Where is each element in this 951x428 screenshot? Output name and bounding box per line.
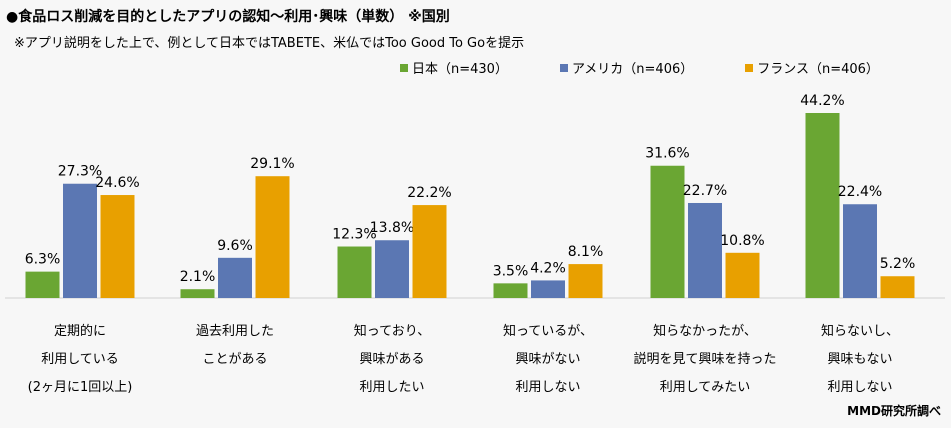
bar — [180, 289, 215, 298]
category-label-line: 定期的に — [53, 324, 106, 339]
category-label-line: (2ヶ月に1回以上) — [27, 380, 133, 395]
category-label-line: 利用してみたい — [659, 380, 751, 395]
legend-swatch — [745, 63, 754, 72]
data-label: 5.2% — [880, 256, 916, 272]
data-label: 9.6% — [217, 238, 253, 254]
chart-title: ●食品ロス削減を目的としたアプリの認知～利用･興味（単数） ※国別 — [6, 9, 450, 25]
category-label-line: 興味がない — [515, 352, 581, 367]
data-label: 8.1% — [568, 244, 604, 260]
legend-swatch — [559, 63, 568, 72]
category-label-line: 知っているが、 — [502, 324, 594, 339]
bar — [568, 264, 603, 298]
legend-label: フランス（n=406） — [757, 62, 879, 77]
bar — [63, 183, 97, 298]
category-label: 知らないし、 興味もない利用しない — [780, 318, 940, 402]
chart-subtitle: ※アプリ説明をした上で、例として日本ではTABETE、米仏ではToo Good … — [14, 36, 525, 51]
data-label: 6.3% — [25, 252, 61, 268]
category-label-line: 利用しない — [515, 380, 581, 395]
category-label: 定期的に利用している (2ヶ月に1回以上) — [0, 318, 160, 402]
category-label-line: 知っており、 — [353, 324, 431, 339]
bar — [725, 252, 760, 298]
data-label: 22.4% — [838, 184, 882, 200]
category-label-line: 知らなかったが、 — [653, 324, 757, 339]
data-label: 12.3% — [332, 227, 376, 243]
data-label: 27.3% — [58, 164, 102, 180]
category-label-line: 利用したい — [359, 380, 425, 395]
data-label: 22.2% — [407, 185, 451, 201]
data-label: 31.6% — [645, 146, 689, 162]
data-label: 2.1% — [180, 269, 216, 285]
category-label-line: 興味もない — [827, 352, 893, 367]
bar — [100, 195, 135, 298]
legend-item-france: フランス（n=406） — [745, 58, 879, 77]
category-label: 知っており、 興味がある利用したい — [312, 318, 472, 402]
source-credit: MMD研究所調べ — [847, 404, 941, 418]
category-label-line: 興味がある — [359, 352, 425, 367]
category-label-line: 過去利用した — [195, 324, 274, 339]
bar — [412, 205, 447, 298]
legend-item-usa: アメリカ（n=406） — [559, 58, 694, 77]
category-label: 過去利用した ことがある — [155, 318, 315, 374]
data-label: 4.2% — [530, 260, 566, 276]
bar — [375, 240, 409, 298]
bar — [843, 204, 877, 298]
legend-label: アメリカ（n=406） — [571, 62, 694, 77]
category-label: 知っているが、 興味がない利用しない — [468, 318, 628, 402]
category-label-line: 利用しない — [827, 380, 893, 395]
legend: 日本（n=430） アメリカ（n=406） フランス（n=406） — [400, 58, 879, 77]
category-label-line: ことがある — [202, 352, 268, 367]
bar — [255, 176, 290, 298]
bar — [218, 257, 252, 298]
data-label: 10.8% — [720, 233, 764, 249]
bar — [531, 280, 565, 298]
legend-item-japan: 日本（n=430） — [400, 58, 508, 77]
bar — [650, 165, 685, 298]
category-label-line: 知らないし、 — [820, 324, 899, 339]
bar — [880, 276, 915, 298]
category-label: 知らなかったが、説明を見て興味を持った 利用してみたい — [625, 318, 785, 402]
category-label-line: 利用している — [41, 352, 119, 367]
legend-label: 日本（n=430） — [412, 62, 508, 77]
data-label: 29.1% — [250, 156, 294, 172]
data-label: 13.8% — [370, 220, 414, 236]
data-label: 24.6% — [95, 175, 139, 191]
category-label-line: 説明を見て興味を持った — [633, 352, 777, 367]
legend-swatch — [400, 63, 408, 72]
data-label: 22.7% — [683, 183, 727, 199]
data-label: 44.2% — [800, 93, 844, 109]
bar — [493, 283, 528, 298]
bar — [25, 271, 60, 298]
bar — [688, 202, 722, 298]
data-label: 3.5% — [493, 263, 529, 279]
bar — [337, 246, 372, 298]
bar — [805, 113, 840, 298]
